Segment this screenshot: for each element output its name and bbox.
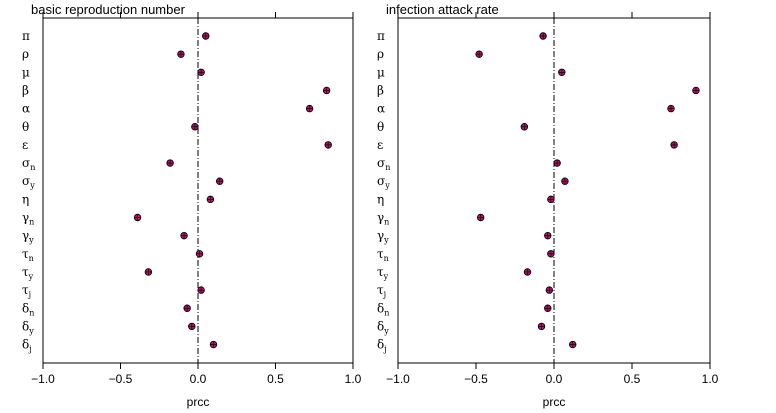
- prcc-point: [569, 340, 577, 349]
- parameter-label: ρ: [22, 47, 29, 61]
- prcc-point: [475, 50, 483, 58]
- prcc-point: [553, 159, 561, 167]
- prcc-point: [558, 68, 566, 76]
- prcc-point: [188, 322, 196, 331]
- prcc-point: [166, 159, 174, 167]
- parameter-label: β: [22, 83, 29, 97]
- parameter-label: π: [377, 29, 385, 43]
- parameter-label: η: [22, 192, 29, 206]
- x-tick-label: −1.0: [386, 372, 410, 386]
- prcc-point: [322, 86, 331, 95]
- parameter-label: δn: [377, 301, 389, 317]
- parameter-label: μ: [377, 65, 385, 79]
- parameter-label: τy: [377, 265, 389, 281]
- prcc-point: [144, 268, 153, 276]
- x-tick-label: 0.0: [546, 372, 563, 386]
- panel-title: basic reproduction number: [31, 2, 186, 17]
- parameter-label: τj: [22, 283, 31, 299]
- prcc-point: [670, 141, 678, 149]
- parameter-label: γy: [377, 229, 389, 245]
- x-tick-label: 1.0: [702, 372, 719, 386]
- parameter-label: σy: [22, 174, 35, 190]
- prcc-point: [692, 86, 700, 95]
- plot-frame: [397, 17, 711, 364]
- parameter-label: α: [377, 102, 385, 116]
- parameter-label: τn: [377, 247, 389, 263]
- x-tick-label: 0.5: [624, 372, 641, 386]
- parameter-label: δn: [22, 301, 34, 317]
- parameter-label: σy: [377, 174, 390, 190]
- parameter-label: θ: [377, 120, 384, 134]
- panel-infection-attack-rate: infection attack rate −1.0 −0.5 0.0 0.5 1.0 pr…: [377, 2, 719, 409]
- parameter-label: η: [377, 192, 384, 206]
- parameter-label: τj: [377, 283, 386, 299]
- prcc-point: [191, 123, 199, 131]
- parameter-label: δj: [22, 338, 32, 354]
- prcc-point: [206, 195, 215, 204]
- prcc-point: [523, 268, 532, 276]
- parameter-label: μ: [22, 65, 30, 79]
- x-tick-label: −0.5: [109, 372, 133, 386]
- x-tick-label: −1.0: [31, 372, 55, 386]
- prcc-point: [180, 231, 188, 240]
- prcc-point: [539, 32, 547, 40]
- panel-title: infection attack rate: [386, 2, 499, 17]
- prcc-point: [197, 68, 205, 76]
- x-tick-label: 1.0: [345, 372, 362, 386]
- prcc-point: [177, 50, 185, 58]
- parameter-label: ε: [22, 138, 28, 152]
- parameter-label: δy: [22, 319, 34, 335]
- parameter-label: θ: [22, 120, 29, 134]
- x-axis-label: prcc: [543, 395, 566, 409]
- parameter-label: ρ: [377, 47, 384, 61]
- prcc-point: [197, 286, 205, 294]
- parameter-label: τn: [22, 247, 34, 263]
- prcc-point: [324, 141, 332, 149]
- prcc-point: [547, 250, 555, 258]
- parameter-label: τy: [22, 265, 34, 281]
- plot-frame: [42, 17, 354, 364]
- x-tick-label: 0.0: [190, 372, 207, 386]
- prcc-point: [476, 213, 485, 222]
- prcc-point: [215, 177, 224, 185]
- parameter-label: γy: [22, 229, 34, 245]
- prcc-point: [520, 123, 529, 131]
- prcc-point: [195, 250, 204, 258]
- parameter-label: δy: [377, 319, 389, 335]
- prcc-point: [305, 104, 314, 113]
- parameter-label: α: [22, 102, 30, 116]
- prcc-point: [202, 32, 210, 40]
- parameter-label: δj: [377, 338, 387, 354]
- parameter-label: γn: [377, 211, 389, 227]
- prcc-point: [545, 286, 554, 294]
- prcc-point: [547, 195, 555, 204]
- parameter-label: π: [22, 29, 30, 43]
- parameter-label: γn: [22, 211, 34, 227]
- prcc-point: [544, 304, 552, 312]
- panel-basic-reproduction-number: basic reproduction number −1.0 −0.5 0.0 0.5 1…: [22, 2, 362, 409]
- prcc-point: [133, 213, 142, 222]
- parameter-label: σn: [22, 156, 35, 172]
- prcc-point: [183, 304, 191, 312]
- x-tick-label: −0.5: [464, 372, 488, 386]
- prcc-point: [667, 104, 675, 113]
- x-tick-label: 0.5: [267, 372, 284, 386]
- parameter-label: β: [377, 83, 384, 97]
- parameter-label: σn: [377, 156, 390, 172]
- parameter-label: ε: [377, 138, 383, 152]
- prcc-point: [544, 231, 552, 240]
- prcc-point: [561, 177, 569, 185]
- x-axis-label: prcc: [187, 395, 210, 409]
- prcc-point: [209, 340, 218, 349]
- prcc-point: [537, 322, 546, 331]
